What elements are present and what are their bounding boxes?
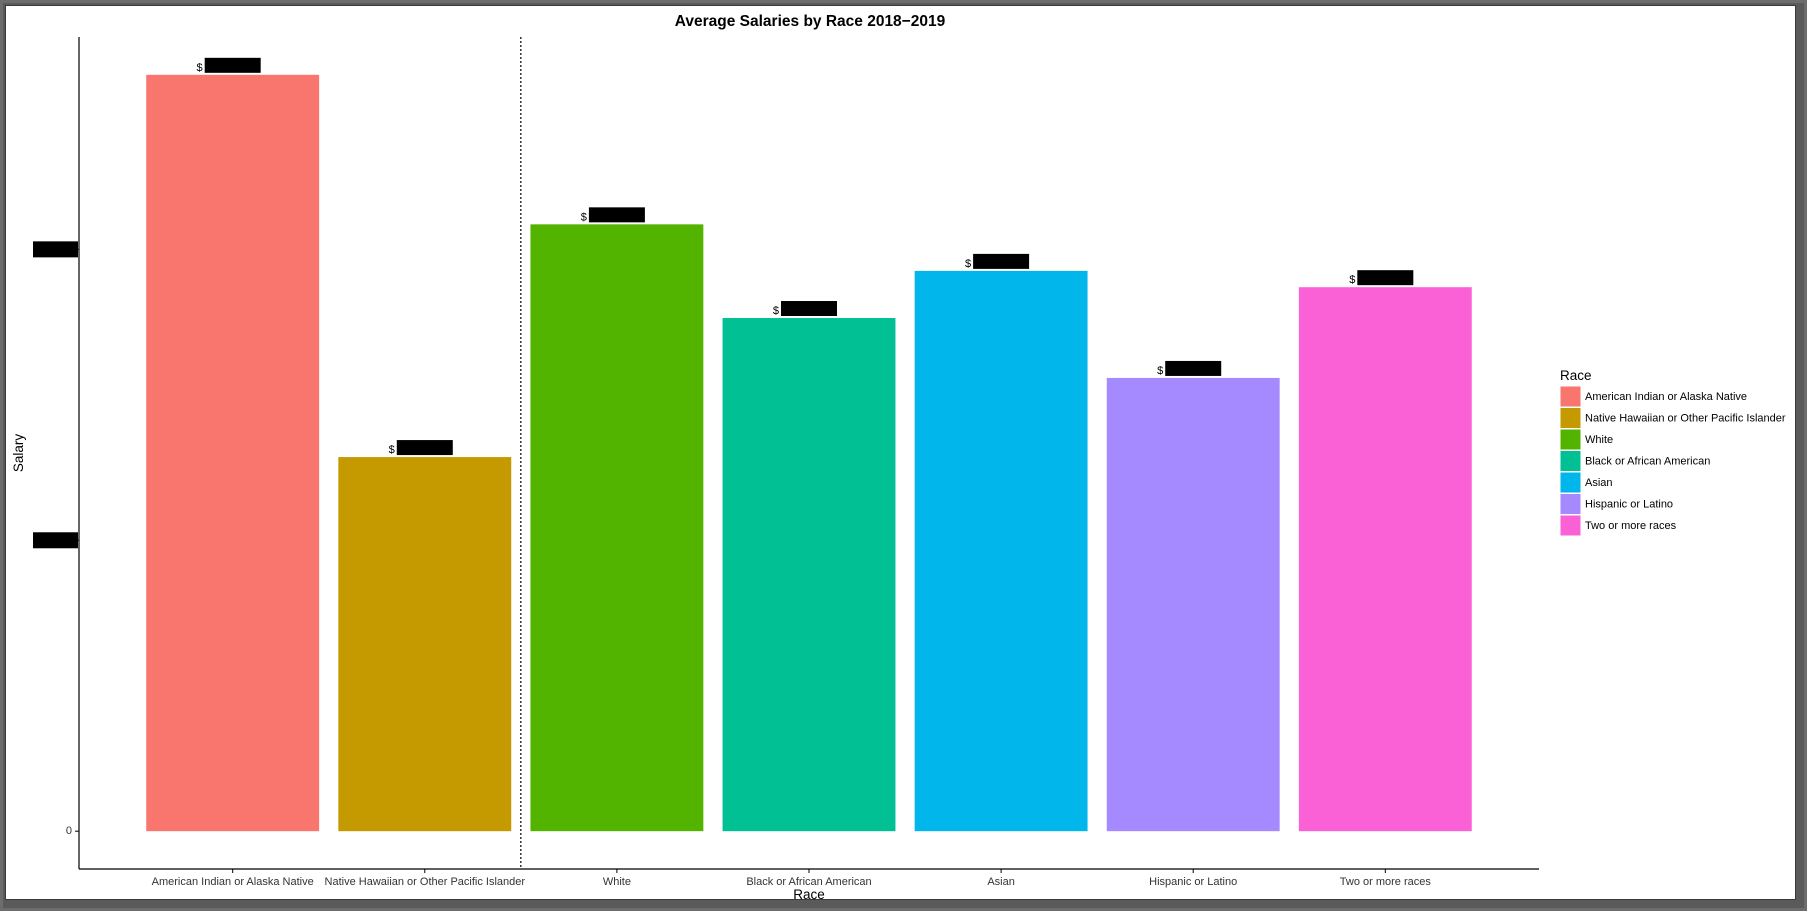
data-label-redaction [1165, 360, 1222, 376]
data-label-prefix: $ [773, 305, 779, 317]
x-axis-label: Race [793, 887, 825, 902]
x-axis-ticks: American Indian or Alaska Native Native H… [152, 869, 1432, 888]
x-tick-label: White [603, 876, 631, 888]
data-label-prefix: $ [389, 444, 395, 456]
legend: Race American Indian or Alaska Native Nat… [1559, 368, 1786, 537]
y-tick-label: 0 [66, 825, 72, 837]
y-tick-label-redaction [33, 241, 78, 258]
x-tick-label: Hispanic or Latino [1149, 876, 1237, 888]
bar [146, 74, 320, 832]
y-axis-ticks: 0 [33, 241, 79, 837]
data-label-prefix: $ [965, 258, 971, 270]
legend-swatch [1559, 385, 1582, 408]
legend-label: Hispanic or Latino [1585, 498, 1673, 510]
bar [1298, 287, 1472, 832]
chart-title: Average Salaries by Race 2018−2019 [675, 13, 946, 30]
bar [722, 318, 896, 832]
legend-label: Asian [1585, 477, 1613, 489]
bar [1106, 377, 1280, 832]
x-tick-label: American Indian or Alaska Native [152, 876, 314, 888]
data-label-redaction [204, 57, 261, 73]
data-label-redaction [588, 207, 645, 223]
data-label-prefix: $ [1349, 274, 1355, 286]
data-label-redaction [396, 440, 453, 456]
legend-swatch [1559, 428, 1582, 451]
data-label-redaction [781, 301, 837, 317]
x-tick-label: Native Hawaiian or Other Pacific Islande… [325, 876, 526, 888]
bar [338, 457, 512, 832]
y-tick-label-redaction [33, 532, 78, 549]
legend-label: American Indian or Alaska Native [1585, 391, 1747, 403]
legend-swatch [1559, 514, 1582, 537]
data-label-redaction [973, 253, 1030, 269]
plot-area: $ $ $ $ $ $ $ [146, 37, 1472, 869]
bar [530, 224, 704, 832]
data-label-prefix: $ [197, 62, 203, 74]
data-label-prefix: $ [1157, 365, 1163, 377]
x-tick-label: Two or more races [1340, 876, 1432, 888]
x-tick-label: Black or African American [746, 876, 871, 888]
legend-label: Black or African American [1585, 455, 1710, 467]
data-label-redaction [1357, 270, 1414, 286]
legend-label: Native Hawaiian or Other Pacific Islande… [1585, 412, 1786, 424]
legend-swatch [1559, 493, 1582, 515]
y-axis-label: Salary [11, 434, 26, 473]
legend-items: American Indian or Alaska Native Native H… [1559, 385, 1786, 537]
legend-label: White [1585, 434, 1613, 446]
legend-label: Two or more races [1585, 520, 1677, 532]
legend-title: Race [1560, 368, 1592, 383]
x-tick-label: Asian [987, 876, 1015, 888]
legend-swatch [1559, 450, 1582, 472]
data-label-prefix: $ [581, 211, 587, 223]
legend-swatch [1559, 407, 1582, 429]
bar [914, 270, 1088, 832]
legend-swatch [1559, 471, 1582, 494]
